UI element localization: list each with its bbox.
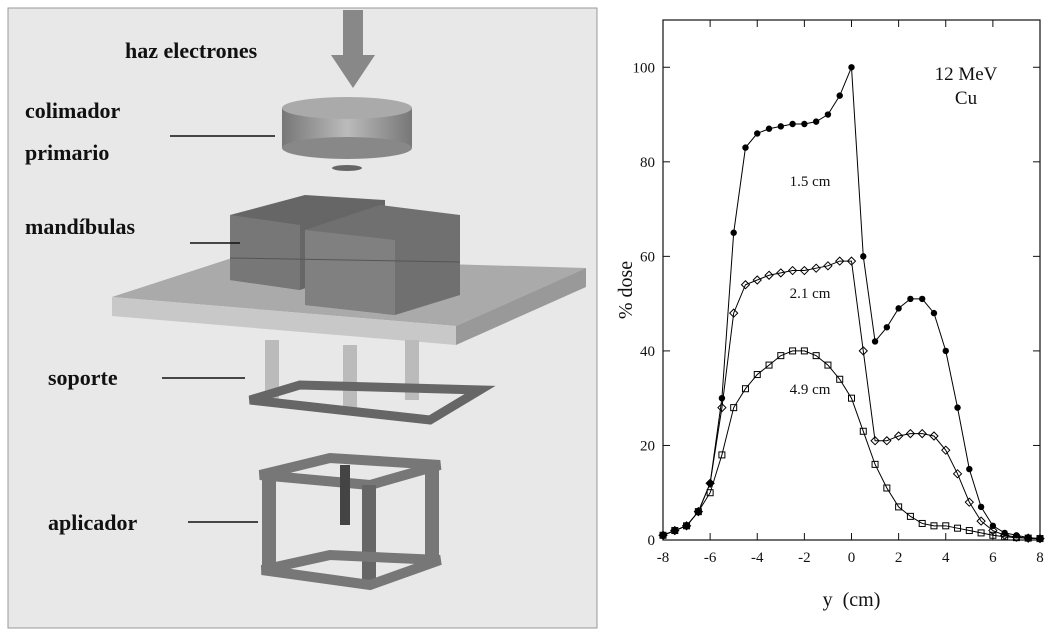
- point: [813, 118, 819, 124]
- x-tick-label: 6: [989, 550, 997, 566]
- series-line: [663, 67, 1040, 538]
- annotation: 12 MeV: [935, 64, 998, 85]
- point: [825, 111, 831, 117]
- series-label: 2.1 cm: [790, 286, 831, 302]
- label-collimator: primario: [25, 140, 109, 165]
- point: [837, 92, 843, 98]
- collimator-top: [282, 97, 412, 119]
- point: [943, 348, 949, 354]
- y-tick-label: 20: [640, 438, 655, 454]
- point: [801, 121, 807, 127]
- x-tick-label: 4: [942, 550, 950, 566]
- point: [907, 296, 913, 302]
- jaw-right-front: [305, 230, 395, 315]
- diagram-panel: haz electrones colimador primario mandíb…: [8, 8, 597, 628]
- x-tick-label: -4: [751, 550, 764, 566]
- point: [719, 395, 725, 401]
- point: [742, 144, 748, 150]
- y-axis-label: % dose: [615, 261, 637, 319]
- applicator-post: [425, 470, 439, 560]
- page: haz electrones colimador primario mandíb…: [0, 0, 1057, 640]
- label-beam: haz electrones: [125, 38, 258, 63]
- point: [919, 296, 925, 302]
- x-tick-label: 8: [1036, 550, 1044, 566]
- beam-arrow: [343, 10, 363, 55]
- y-tick-label: 100: [633, 60, 656, 76]
- point: [966, 466, 972, 472]
- point: [860, 253, 866, 259]
- point: [954, 404, 960, 410]
- y-tick-label: 80: [640, 155, 655, 171]
- label-collimator: colimador: [25, 98, 121, 123]
- point: [931, 310, 937, 316]
- point: [872, 338, 878, 344]
- y-tick-label: 40: [640, 344, 655, 360]
- label-applicator: aplicador: [48, 510, 137, 535]
- pillar: [343, 345, 357, 415]
- point: [990, 523, 996, 529]
- point: [884, 324, 890, 330]
- point: [848, 64, 854, 70]
- series-label: 1.5 cm: [790, 174, 831, 190]
- x-tick-label: -8: [657, 550, 670, 566]
- point: [789, 121, 795, 127]
- point: [978, 504, 984, 510]
- applicator-post: [340, 465, 350, 525]
- x-tick-label: 0: [848, 550, 856, 566]
- figure: haz electrones colimador primario mandíb…: [0, 0, 1057, 635]
- annotation: Cu: [955, 88, 978, 109]
- label-jaws: mandíbulas: [25, 214, 135, 239]
- y-tick-label: 60: [640, 249, 655, 265]
- point: [754, 130, 760, 136]
- applicator-post: [362, 485, 376, 580]
- point: [895, 305, 901, 311]
- series-label: 4.9 cm: [790, 382, 831, 398]
- point: [778, 123, 784, 129]
- jaw-left-front: [230, 215, 300, 290]
- x-tick-label: 2: [895, 550, 903, 566]
- applicator-post: [262, 478, 276, 568]
- collimator-bottom: [282, 137, 412, 159]
- label-support: soporte: [48, 365, 118, 390]
- point: [766, 126, 772, 132]
- collimator-aperture: [332, 165, 362, 171]
- x-axis-label: y (cm): [823, 589, 881, 611]
- x-tick-label: -2: [798, 550, 811, 566]
- point: [730, 230, 736, 236]
- y-tick-label: 0: [648, 533, 656, 549]
- x-tick-label: -6: [704, 550, 717, 566]
